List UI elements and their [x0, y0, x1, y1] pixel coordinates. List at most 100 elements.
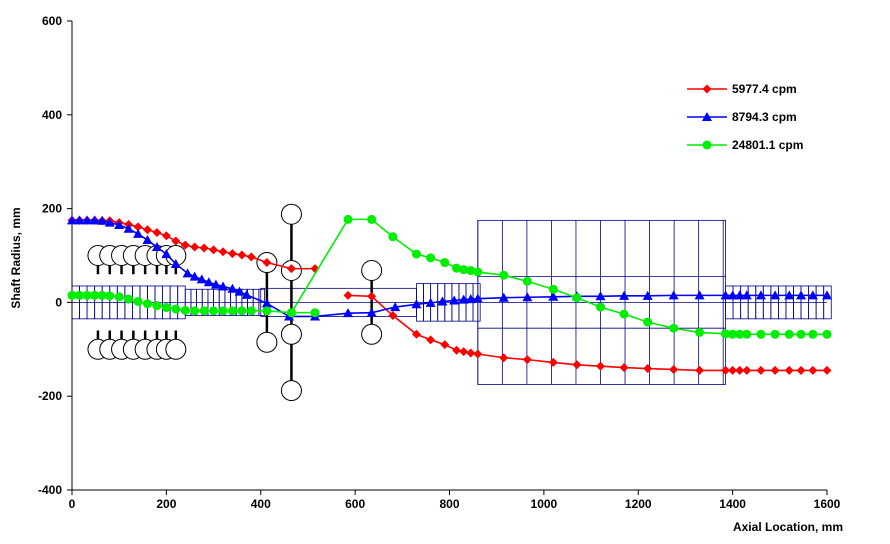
- data-point: [695, 365, 705, 375]
- data-point: [218, 306, 228, 316]
- data-point: [180, 305, 190, 315]
- data-point: [123, 223, 134, 233]
- data-point: [596, 302, 605, 312]
- data-point: [619, 309, 629, 319]
- data-point: [784, 329, 794, 339]
- data-point: [97, 290, 107, 300]
- data-point: [90, 290, 100, 300]
- data-point: [822, 290, 832, 300]
- data-point: [161, 303, 171, 313]
- y-tick-label: 0: [55, 295, 62, 309]
- data-point: [152, 301, 162, 311]
- data-point: [209, 306, 219, 316]
- data-point: [114, 220, 125, 230]
- bearing-circle: [280, 380, 302, 402]
- data-point: [199, 306, 209, 316]
- x-axis-title: Axial Location, mm: [733, 520, 843, 534]
- data-point: [161, 231, 171, 241]
- data-point: [124, 294, 134, 304]
- data-point: [822, 329, 832, 339]
- data-point: [796, 329, 806, 339]
- data-point: [343, 290, 353, 300]
- data-point: [548, 291, 559, 301]
- data-point: [756, 365, 766, 375]
- data-point: [548, 284, 558, 294]
- data-point: [237, 306, 247, 316]
- data-point: [742, 365, 752, 375]
- data-point: [196, 274, 207, 284]
- data-point: [227, 306, 237, 316]
- legend-label: 5977.4 cpm: [732, 82, 797, 96]
- data-point: [727, 290, 738, 300]
- data-point: [643, 364, 653, 374]
- data-point: [440, 258, 450, 268]
- data-point: [741, 290, 752, 300]
- data-point: [458, 294, 469, 304]
- data-point: [796, 290, 807, 300]
- data-point: [286, 264, 296, 274]
- data-point: [808, 365, 818, 375]
- data-point: [411, 249, 421, 259]
- chart-series: [67, 214, 832, 375]
- bearing-circle: [165, 338, 187, 360]
- data-point: [755, 290, 766, 300]
- y-axis-title: Shaft Radius, mm: [9, 207, 23, 308]
- data-point: [619, 363, 629, 373]
- data-point: [367, 291, 377, 301]
- data-point: [522, 292, 533, 302]
- legend-marker: [702, 84, 712, 94]
- data-point: [97, 215, 108, 225]
- data-point: [143, 225, 152, 235]
- data-point: [643, 317, 653, 327]
- data-point: [180, 240, 190, 250]
- data-point: [262, 258, 272, 268]
- data-point: [669, 364, 679, 374]
- data-point: [735, 329, 745, 339]
- data-point: [466, 348, 476, 358]
- data-point: [105, 291, 115, 301]
- data-point: [459, 265, 469, 275]
- bearing-circle: [280, 203, 302, 225]
- data-point: [452, 263, 462, 273]
- data-point: [343, 214, 353, 224]
- data-point: [246, 306, 256, 316]
- data-point: [728, 365, 738, 375]
- data-point: [82, 215, 93, 225]
- data-point: [218, 247, 228, 257]
- data-point: [426, 335, 436, 345]
- data-point: [796, 365, 806, 375]
- data-point: [67, 215, 77, 225]
- data-point: [807, 290, 818, 300]
- data-point: [227, 249, 237, 259]
- data-point: [151, 242, 162, 252]
- data-point: [572, 293, 582, 303]
- data-point: [388, 232, 398, 242]
- data-point: [227, 283, 238, 293]
- data-point: [234, 286, 245, 296]
- data-point: [75, 290, 85, 300]
- data-point: [114, 292, 124, 302]
- data-point: [142, 235, 153, 245]
- data-point: [669, 323, 679, 333]
- data-point: [411, 329, 421, 339]
- data-point: [210, 279, 221, 289]
- data-point: [82, 290, 92, 300]
- data-point: [452, 345, 462, 355]
- data-point: [735, 365, 745, 375]
- data-point: [466, 266, 476, 276]
- y-tick-label: 400: [42, 108, 62, 122]
- data-point: [784, 290, 795, 300]
- data-point: [721, 365, 731, 375]
- data-point: [770, 365, 780, 375]
- data-point: [133, 222, 143, 232]
- data-point: [720, 290, 731, 300]
- data-point: [411, 299, 422, 309]
- data-point: [171, 304, 181, 314]
- x-tick-label: 600: [345, 497, 365, 511]
- data-point: [426, 253, 436, 263]
- data-point: [437, 296, 448, 306]
- bearing-circle: [361, 260, 383, 282]
- data-point: [770, 290, 781, 300]
- data-point: [784, 365, 794, 375]
